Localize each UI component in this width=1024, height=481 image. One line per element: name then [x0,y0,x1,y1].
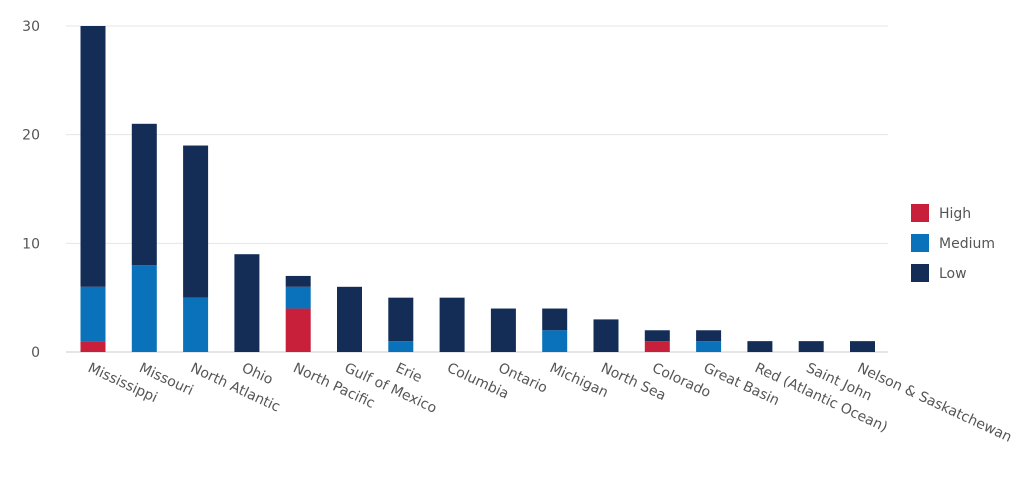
legend-swatch-high [911,204,929,222]
y-tick-label: 30 [22,19,40,35]
bar-high[interactable] [644,341,670,352]
bar-low[interactable] [644,330,670,342]
legend-label: Low [939,266,967,282]
bar-low[interactable] [850,341,875,352]
bar-medium[interactable] [388,341,414,352]
bar-high[interactable] [80,341,106,352]
bar-low[interactable] [439,297,465,352]
bar-high[interactable] [285,308,311,352]
bar-low[interactable] [490,308,516,352]
bar-low[interactable] [183,145,209,298]
bar-low[interactable] [542,308,568,331]
bar-medium[interactable] [131,265,157,352]
bar-medium[interactable] [542,330,568,352]
bar-medium[interactable] [696,341,722,352]
bar-low[interactable] [337,286,362,352]
y-tick-label: 10 [22,236,40,252]
bar-low[interactable] [285,275,311,287]
bar-low[interactable] [747,341,773,352]
y-tick-label: 20 [22,128,40,144]
bar-low[interactable] [131,123,157,266]
bar-low[interactable] [388,297,414,342]
bar-low[interactable] [234,254,260,352]
bar-low[interactable] [798,341,824,352]
bar-medium[interactable] [80,286,106,342]
bar-low[interactable] [80,26,106,287]
bar-low[interactable] [593,319,619,352]
y-tick-label: 0 [31,345,40,361]
bar-medium[interactable] [285,286,311,309]
legend-swatch-medium [911,234,929,252]
legend-label: High [939,206,971,222]
legend-swatch-low [911,264,929,282]
bar-medium[interactable] [183,297,209,352]
legend-label: Medium [939,236,995,252]
bar-low[interactable] [696,330,722,342]
